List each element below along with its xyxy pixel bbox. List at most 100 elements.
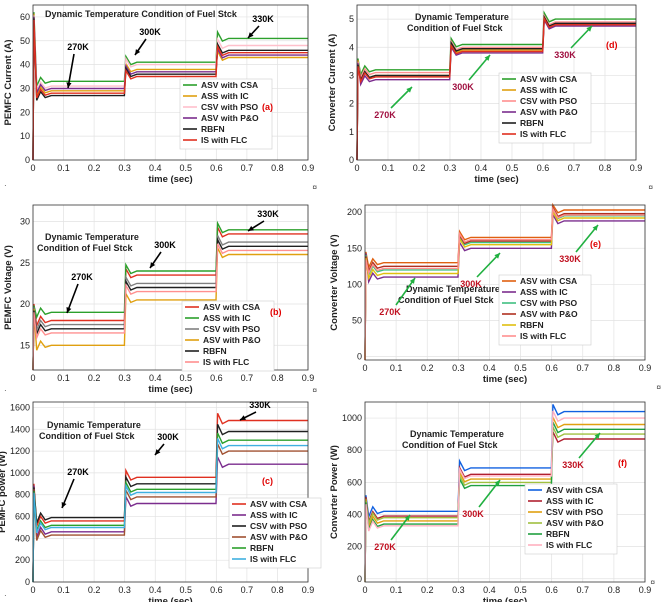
legend-box [181,300,275,372]
axes-frame [32,4,309,161]
series-line-rbfn [32,236,308,371]
temperature-annotation: 270K [67,467,89,477]
x-tick-label: 0 [362,363,367,373]
legend-entry: ASV with CSA [546,485,603,495]
legend-entry: IS with FLC [546,540,592,550]
y-axis-label: PEMFC Current (A) [3,39,14,125]
legend-entry: ASV with CSA [520,74,577,84]
y-tick-label: 60 [20,12,30,22]
x-tick-label: 0.6 [545,363,558,373]
chart-title: Dynamic Temperature Condition of Fuel Stc… [37,232,139,253]
chart-b: 0 0.1 0.2 0.3 0.4 0.5 0.6 0.7 0.8 0.9 15 20 25 30 time… [3,204,314,395]
temperature-annotation: 300K [154,240,176,250]
x-tick-label: 0.8 [599,163,612,173]
temperature-annotation: 330K [554,50,576,60]
annotation-arrowhead [155,449,161,455]
series-line-rbfn [32,18,308,161]
legend-entry: RBFN [520,118,544,128]
x-tick-label: 0.4 [483,363,496,373]
temperature-annotation: 270K [67,42,89,52]
legend-entry: IS with FLC [203,357,249,367]
y-tick-label: 800 [15,490,30,500]
x-tick-label: 0.6 [545,585,558,595]
y-tick-label: 4 [349,42,354,52]
x-tick-label: 0.2 [421,585,434,595]
chart-e: 0 0.1 0.2 0.3 0.4 0.5 0.6 0.7 0.8 0.9 0 50 100 150 200… [329,202,651,385]
temperature-annotation: 300K [139,27,161,37]
y-tick-label: 10 [20,131,30,141]
x-tick-label: 0.4 [483,585,496,595]
y-tick-label: 2 [349,99,354,109]
chart-title-line: Dynamic Temperature [47,420,141,430]
y-tick-label: 200 [347,542,362,552]
x-tick-label: 0.1 [57,585,70,595]
x-tick-label: 0.1 [390,363,403,373]
x-tick-label: 0.5 [180,373,193,383]
y-axis-label: PEMFC Voltage (V) [3,245,14,330]
x-tick-label: 0.5 [180,163,193,173]
x-tick-label: 0.6 [210,163,223,173]
x-axis-label: time (sec) [148,174,192,185]
annotation-arrowhead [66,82,72,88]
y-tick-label: 25 [20,258,30,268]
chart-title-line: Dynamic Temperature [45,232,139,242]
chart-title-line: Condition of Fuel Stck [37,243,133,253]
x-tick-label: 0.2 [88,585,101,595]
x-axis-label: time (sec) [148,596,192,602]
y-tick-label: 30 [20,83,30,93]
temperature-annotation: 270K [374,542,396,552]
annotation-arrowhead [248,32,254,38]
legend-entry: CSV with PSO [546,507,604,517]
temperature-annotation: 300K [462,509,484,519]
x-tick-label: 0 [354,163,359,173]
x-tick-label: 0.8 [271,163,284,173]
chart-title: Dynamic Temperature Condition of Fuel Stc… [407,12,509,33]
series-line-csv-with-pso [32,235,308,371]
y-tick-label: 200 [15,555,30,565]
y-tick-label: 1 [349,127,354,137]
x-axis-label: time (sec) [148,384,192,395]
x-tick-label: 0.3 [118,373,131,383]
legend-entry: RBFN [520,320,544,330]
annotation-arrowhead [150,262,156,268]
panel-label: (c) [262,476,273,486]
x-tick-label: 0.9 [639,585,652,595]
y-tick-label: 1000 [342,413,362,423]
series-line-csv-with-pso [32,424,308,583]
x-tick-label: 0 [30,373,35,383]
x-tick-label: 0.6 [537,163,550,173]
annotation-arrow [395,277,416,306]
y-tick-label: 400 [347,510,362,520]
legend-entry: CSV with PSO [520,298,578,308]
chart-title: Dynamic Temperature Condition of Fuel Stc… [398,284,500,305]
x-tick-label: 0.7 [577,363,590,373]
x-tick-label: 0.3 [444,163,457,173]
x-tick-label: 0.3 [452,585,465,595]
temperature-annotation: 330K [249,400,271,410]
legend-entry: ASV with P&O [203,335,261,345]
chart-title: Dynamic Temperature Condition of Fuel Stc… [39,420,141,441]
chart-a: 0 0.1 0.2 0.3 0.4 0.5 0.6 0.7 0.8 0.9 0 10 20 30 40 50 6… [3,4,315,185]
x-tick-label: 0.4 [149,373,162,383]
x-tick-label: 0.6 [210,373,223,383]
x-tick-label: 0.5 [514,585,527,595]
legend-entry: IS with FLC [201,135,247,145]
side-mark-glyph: ¤ [310,388,319,393]
temperature-annotation: 270K [379,307,401,317]
annotation-arrowhead [61,502,67,508]
x-tick-label: 0.3 [118,585,131,595]
x-tick-label: 0.8 [271,585,284,595]
y-tick-label: 20 [20,107,30,117]
y-tick-label: 0 [25,155,30,165]
x-tick-label: 0.5 [180,585,193,595]
x-tick-label: 0.1 [390,585,403,595]
legend-entry: IS with FLC [520,331,566,341]
legend-entry: ASV with P&O [520,107,578,117]
x-tick-label: 0.9 [302,163,315,173]
temperature-annotation: 270K [374,110,396,120]
y-tick-label: 600 [15,512,30,522]
x-tick-label: 0.3 [452,363,465,373]
